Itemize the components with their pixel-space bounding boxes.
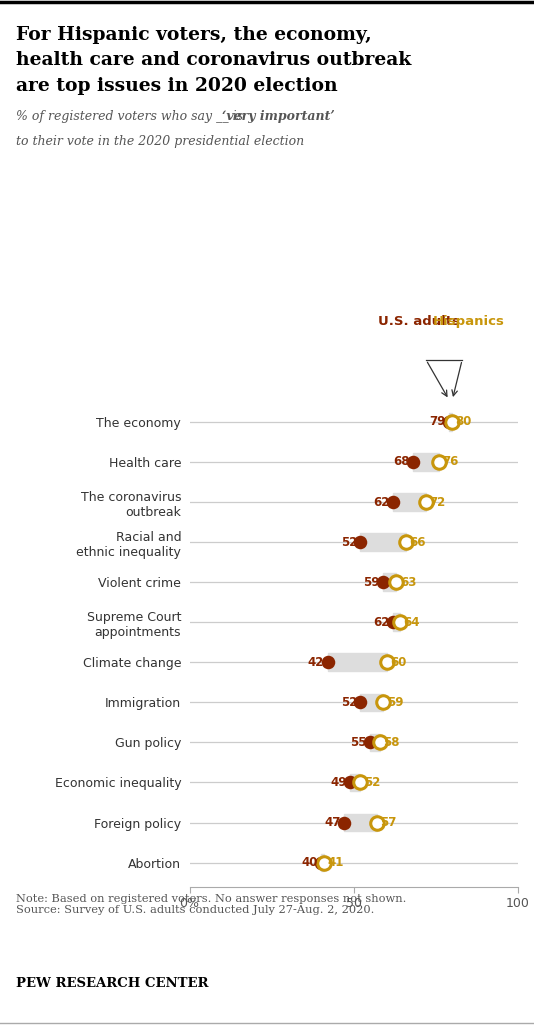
Point — [382, 654, 391, 670]
Point — [317, 855, 325, 871]
Point — [340, 814, 348, 830]
Text: 55: 55 — [350, 736, 367, 749]
Point — [323, 654, 332, 670]
Text: PEW RESEARCH CENTER: PEW RESEARCH CENTER — [16, 977, 208, 990]
Point — [402, 534, 411, 550]
Point — [445, 414, 453, 430]
Text: 41: 41 — [327, 856, 344, 869]
Point — [389, 494, 397, 510]
Point — [366, 734, 374, 750]
Point — [409, 454, 417, 470]
Text: 63: 63 — [400, 576, 416, 588]
Text: 62: 62 — [373, 616, 390, 628]
Text: 68: 68 — [393, 455, 410, 468]
Text: % of registered voters who say __ is: % of registered voters who say __ is — [16, 110, 247, 123]
Text: 76: 76 — [443, 455, 459, 468]
Point — [392, 574, 400, 590]
Point — [356, 774, 365, 790]
Text: 58: 58 — [383, 736, 400, 749]
Text: 72: 72 — [429, 495, 445, 508]
Text: 52: 52 — [341, 696, 357, 709]
Text: Hispanics: Hispanics — [433, 315, 505, 328]
Point — [356, 694, 365, 710]
Point — [320, 855, 328, 871]
Point — [396, 614, 404, 630]
Text: 40: 40 — [301, 856, 318, 869]
Text: 60: 60 — [390, 656, 406, 668]
Text: 79: 79 — [429, 415, 446, 428]
Point — [448, 414, 457, 430]
Point — [373, 814, 381, 830]
Point — [376, 734, 384, 750]
Text: 64: 64 — [403, 616, 420, 628]
Text: 52: 52 — [341, 536, 357, 548]
Text: are top issues in 2020 election: are top issues in 2020 election — [16, 77, 337, 95]
Text: Note: Based on registered voters. No answer responses not shown.
Source: Survey : Note: Based on registered voters. No ans… — [16, 894, 406, 915]
Text: U.S. adults: U.S. adults — [379, 315, 460, 328]
Text: 42: 42 — [308, 656, 324, 668]
Text: 52: 52 — [364, 776, 380, 789]
Text: 59: 59 — [387, 696, 403, 709]
Text: health care and coronavirus outbreak: health care and coronavirus outbreak — [16, 51, 411, 70]
Point — [356, 534, 365, 550]
Point — [379, 694, 388, 710]
Text: 59: 59 — [364, 576, 380, 588]
Text: 49: 49 — [331, 776, 347, 789]
Point — [379, 574, 388, 590]
Text: to their vote in the 2020 presidential election: to their vote in the 2020 presidential e… — [16, 135, 304, 149]
Text: 66: 66 — [410, 536, 426, 548]
Point — [346, 774, 355, 790]
Text: 62: 62 — [373, 495, 390, 508]
Point — [422, 494, 430, 510]
Text: 57: 57 — [380, 816, 396, 829]
Point — [389, 614, 397, 630]
Text: 80: 80 — [456, 415, 472, 428]
Point — [435, 454, 443, 470]
Text: ‘very important’: ‘very important’ — [222, 110, 334, 123]
Text: For Hispanic voters, the economy,: For Hispanic voters, the economy, — [16, 26, 372, 44]
Text: 47: 47 — [324, 816, 341, 829]
